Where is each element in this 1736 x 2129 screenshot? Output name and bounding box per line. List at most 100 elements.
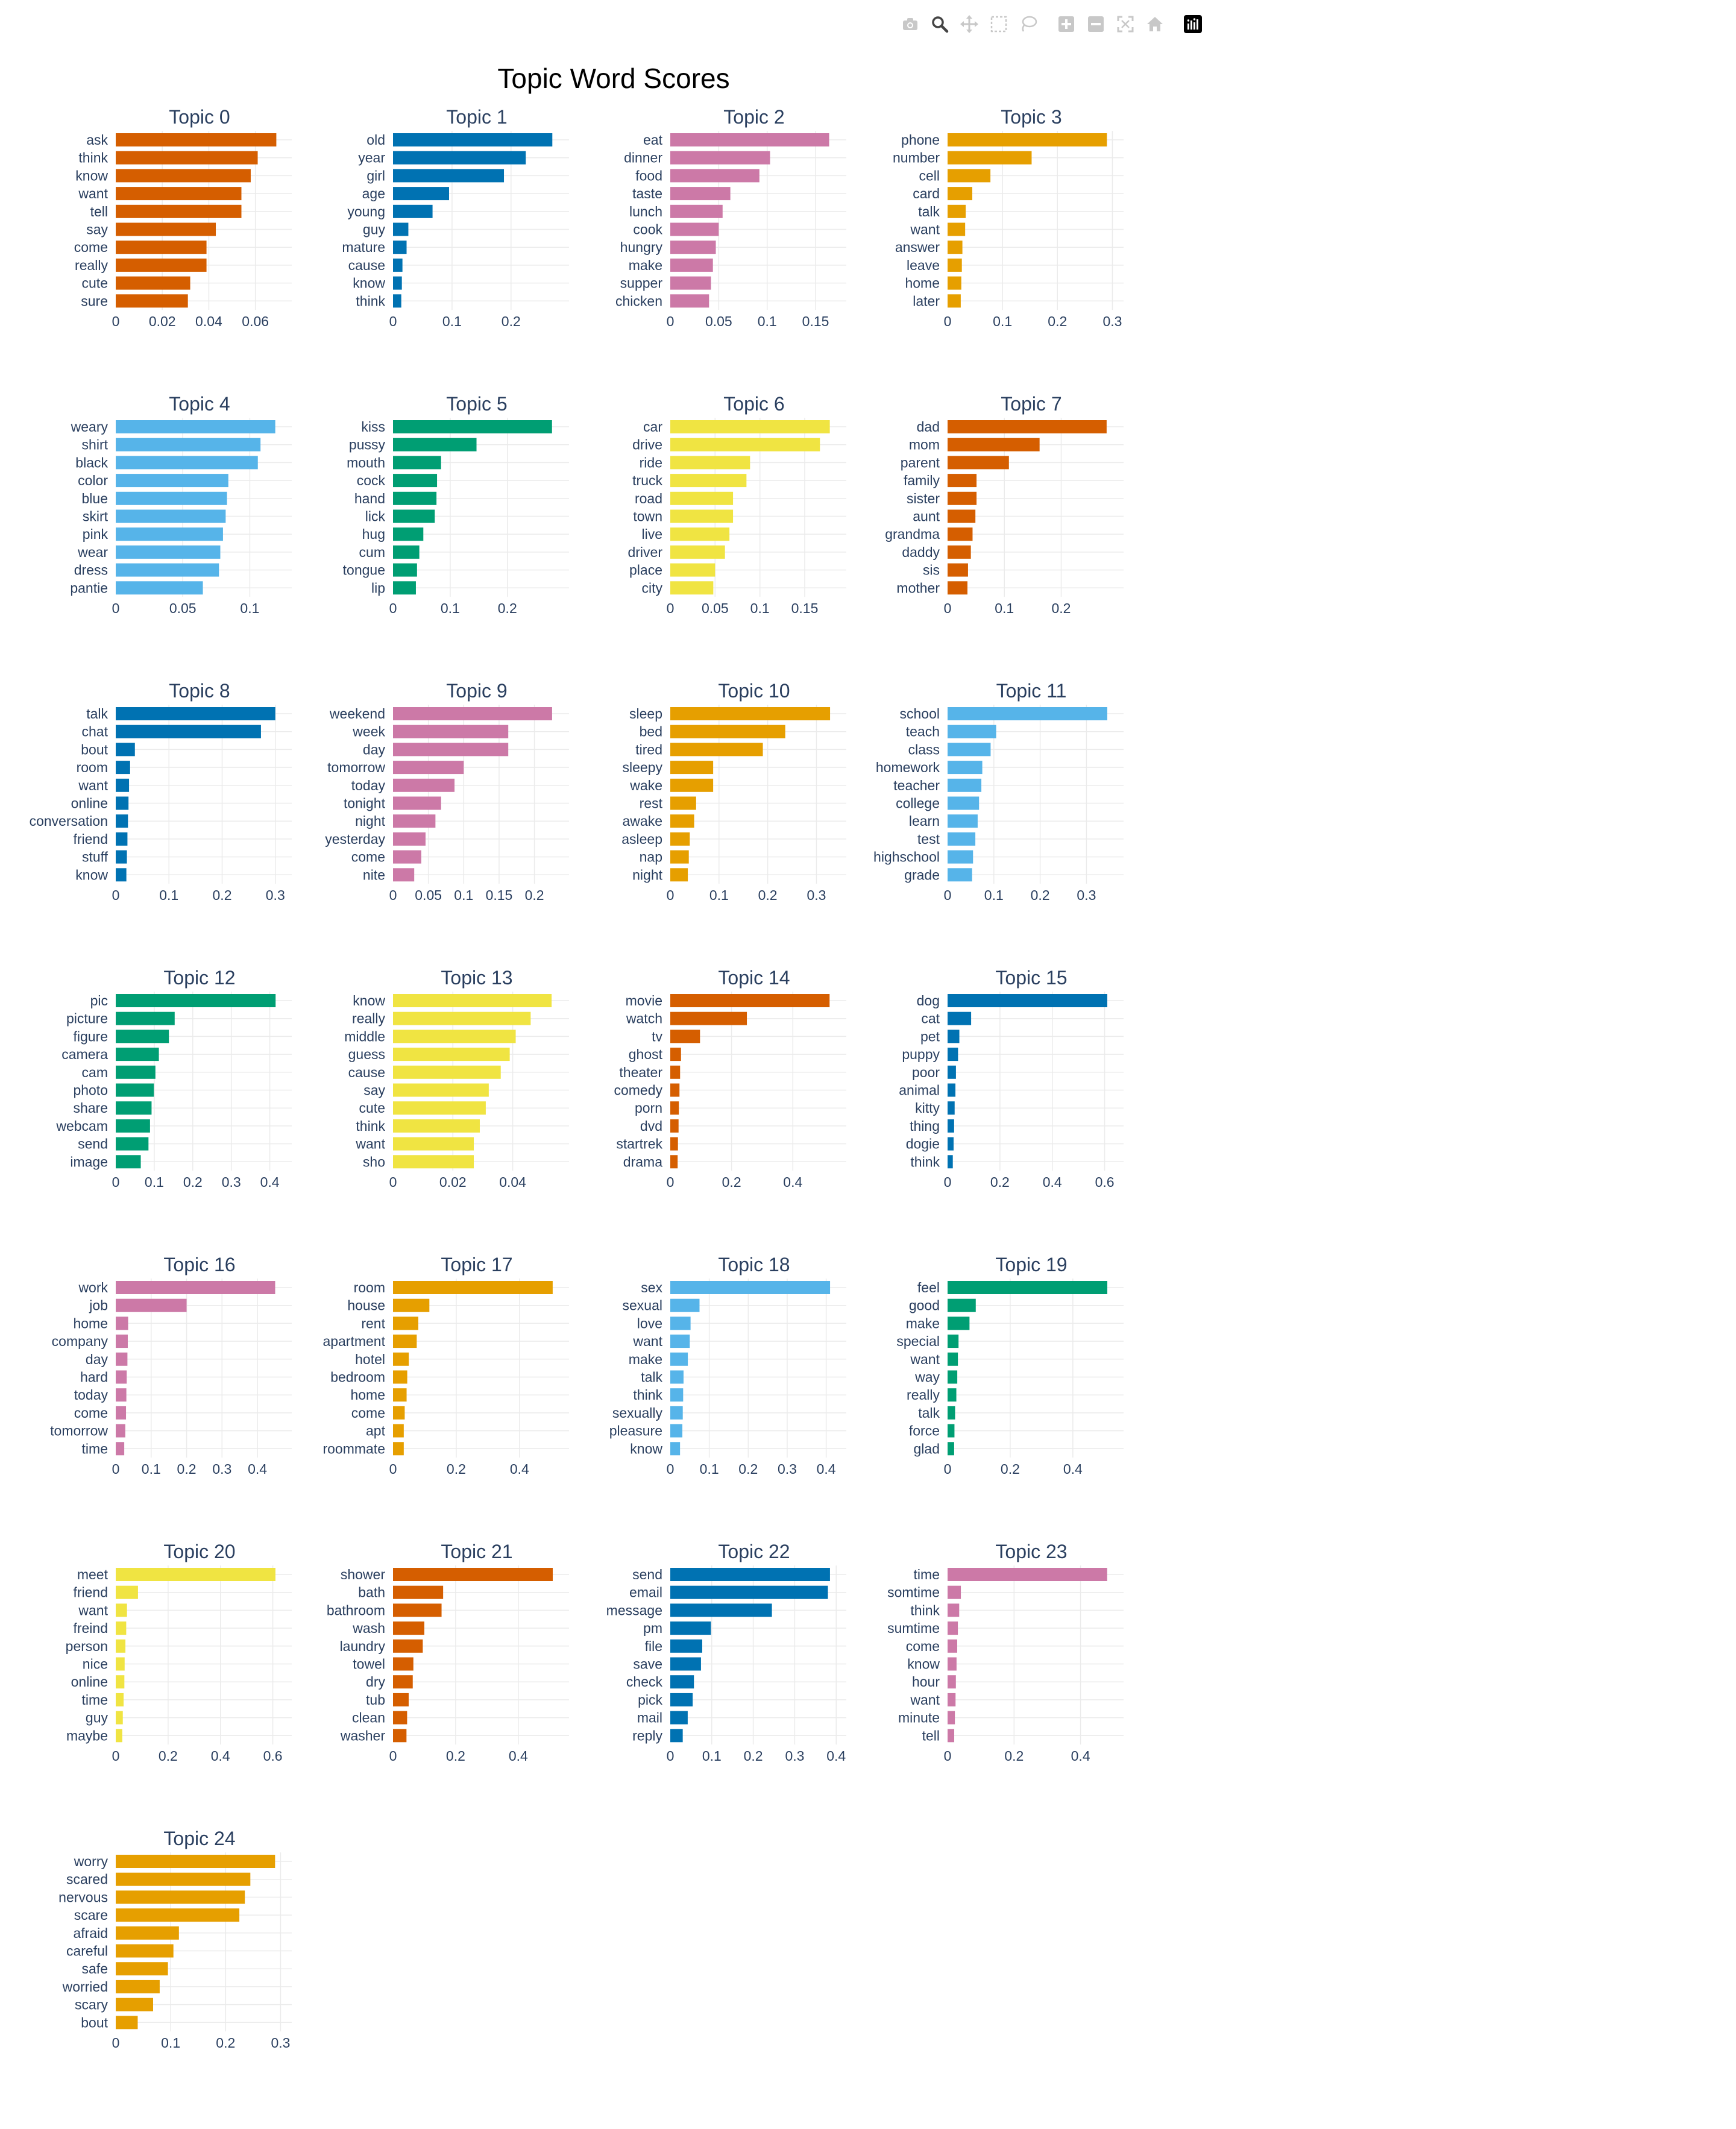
bar-email [670, 1585, 828, 1599]
subplot-title: Topic 7 [1001, 393, 1061, 415]
bar-worried [116, 1980, 160, 1993]
bar-leave [948, 258, 962, 272]
plotly-logo-icon[interactable] [1181, 12, 1205, 36]
bar-house [393, 1298, 430, 1312]
x-tick-label: 0.1 [993, 313, 1012, 329]
x-tick-label: 0 [667, 313, 675, 329]
subplots-grid: Topic 0 0 0.02 0.04 0.06 ask think know want tell… [30, 106, 1124, 2051]
bar-taste [670, 187, 731, 201]
word-label: cat [921, 1011, 940, 1027]
bar-washer [393, 1729, 407, 1743]
bar-come [116, 1406, 127, 1420]
chart-title: Topic Word Scores [497, 63, 729, 94]
word-label: house [347, 1298, 385, 1313]
box-select-icon[interactable] [987, 12, 1011, 36]
subplot-title: Topic 14 [718, 967, 790, 989]
subplot-title: Topic 15 [995, 967, 1067, 989]
bar-camera [116, 1048, 159, 1061]
bar-sleepy [670, 761, 714, 775]
word-label: want [78, 186, 108, 201]
word-label: nervous [58, 1889, 108, 1905]
x-tick-label: 0.2 [1001, 1461, 1020, 1477]
x-tick-label: 0.2 [738, 1461, 758, 1477]
bar-mature [393, 241, 407, 254]
bar-say [116, 222, 216, 236]
word-label: home [905, 275, 940, 291]
word-label: friend [73, 831, 108, 847]
x-tick-label: 0.05 [169, 600, 197, 616]
bar-driver [670, 545, 725, 559]
word-label: parent [901, 454, 940, 470]
x-tick-label: 0.2 [177, 1461, 197, 1477]
camera-icon[interactable] [898, 12, 922, 36]
x-tick-label: 0.3 [1077, 887, 1096, 903]
bar-black [116, 456, 258, 470]
bar-tomorrow [116, 1424, 125, 1438]
bar-cute [116, 276, 190, 290]
word-label: careful [66, 1943, 108, 1959]
bar-dogie [948, 1137, 954, 1151]
zoom-icon[interactable] [928, 12, 952, 36]
word-label: mouth [347, 454, 385, 470]
bar-later [948, 294, 961, 308]
x-tick-label: 0.05 [415, 887, 442, 903]
word-label: year [358, 150, 385, 166]
x-tick-label: 0 [944, 1174, 952, 1190]
subplot-title: Topic 21 [441, 1541, 512, 1562]
word-label: answer [895, 239, 940, 255]
bar-maybe [116, 1729, 122, 1743]
bar-kitty [948, 1101, 955, 1115]
bar-night [393, 814, 436, 828]
bar-apartment [393, 1335, 417, 1348]
bar-rest [670, 796, 696, 810]
word-label: live [641, 526, 662, 542]
zoom-in-icon[interactable] [1054, 12, 1078, 36]
x-tick-label: 0.3 [807, 887, 826, 903]
autoscale-icon[interactable] [1113, 12, 1137, 36]
reset-axes-icon[interactable] [1143, 12, 1167, 36]
word-label: towel [353, 1656, 385, 1672]
x-tick-label: 0.15 [791, 600, 819, 616]
word-label: email [629, 1585, 662, 1600]
word-label: hard [80, 1370, 108, 1385]
word-label: mail [637, 1710, 662, 1726]
x-tick-label: 0.4 [510, 1461, 529, 1477]
pan-icon[interactable] [957, 12, 981, 36]
x-tick-label: 0.2 [498, 600, 517, 616]
x-tick-label: 0.3 [222, 1174, 241, 1190]
word-label: mom [909, 437, 940, 453]
bar-want [670, 1335, 690, 1348]
word-label: maybe [66, 1728, 108, 1743]
bar-save [670, 1657, 701, 1671]
bar-nite [393, 868, 415, 882]
bar-blue [116, 491, 227, 505]
bar-somtime [948, 1585, 961, 1599]
bar-cat [948, 1011, 972, 1025]
x-tick-label: 0.15 [486, 887, 513, 903]
bar-middle [393, 1030, 516, 1043]
bar-talk [948, 1406, 955, 1420]
bar-awake [670, 814, 694, 828]
word-label: job [89, 1298, 108, 1313]
lasso-select-icon[interactable] [1016, 12, 1040, 36]
bar-want [116, 187, 242, 201]
word-label: share [73, 1100, 108, 1116]
word-label: tonight [344, 796, 386, 811]
word-label: bath [358, 1585, 385, 1600]
word-label: want [78, 778, 108, 793]
bar-love [670, 1316, 691, 1330]
word-label: friend [73, 1585, 108, 1600]
word-label: roommate [322, 1441, 385, 1456]
word-label: want [632, 1333, 662, 1349]
zoom-out-icon[interactable] [1084, 12, 1108, 36]
subplot-title: Topic 18 [718, 1254, 790, 1275]
bar-think [393, 1119, 480, 1133]
x-tick-label: 0 [112, 600, 120, 616]
word-label: company [52, 1333, 108, 1349]
word-label: think [910, 1602, 940, 1618]
bar-image [116, 1155, 141, 1169]
bar-nervous [116, 1890, 245, 1904]
subplot-title: Topic 11 [996, 680, 1067, 702]
bar-know [670, 1442, 681, 1456]
